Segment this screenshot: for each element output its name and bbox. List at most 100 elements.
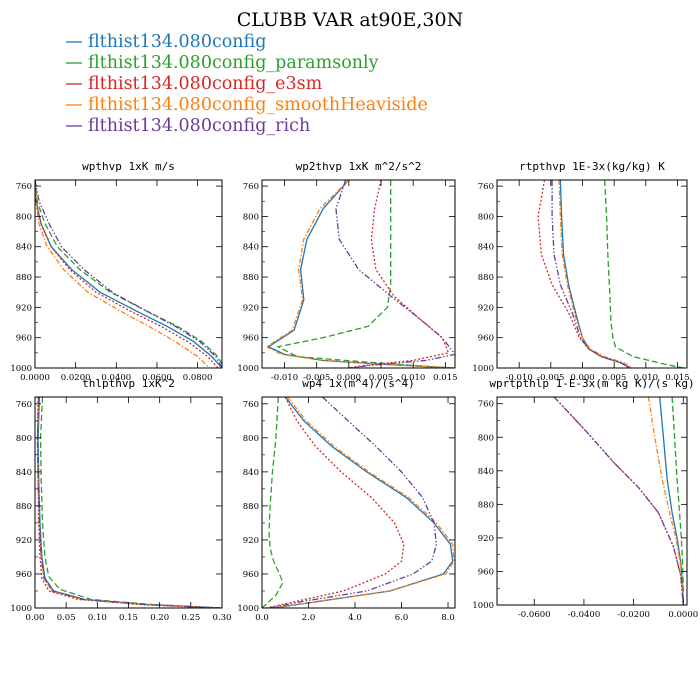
y-tick-label: 760 (243, 182, 259, 192)
y-tick-label: 960 (16, 570, 32, 580)
y-tick-label: 800 (478, 212, 494, 222)
y-tick-label: 800 (478, 433, 494, 443)
x-tick-label: 8.0 (441, 613, 455, 623)
series-line (35, 180, 222, 368)
x-tick-label: 0.0400 (101, 373, 131, 383)
panel-title: rtpthvp 1E-3x(kg/kg) K (519, 160, 665, 173)
series-line (559, 180, 631, 368)
y-tick-label: 880 (478, 273, 494, 283)
y-tick-label: 840 (478, 243, 494, 253)
plot-frame (34, 396, 223, 609)
y-tick-label: 840 (478, 467, 494, 477)
x-tick-label: -0.0200 (617, 610, 650, 620)
series-line (558, 180, 634, 368)
x-tick-label: 0.00 (26, 613, 45, 623)
series-line (671, 397, 684, 605)
x-tick-label: 0.0 (255, 613, 269, 623)
series-line (266, 397, 405, 608)
series-line (276, 180, 452, 368)
y-tick-label: 920 (243, 536, 259, 546)
y-tick-label: 880 (243, 502, 259, 512)
y-tick-label: 1000 (10, 364, 32, 374)
y-tick-label: 920 (243, 303, 259, 313)
y-tick-label: 760 (478, 400, 494, 410)
series-line (39, 397, 222, 608)
y-tick-label: 1000 (472, 364, 494, 374)
x-tick-label: 0.15 (119, 613, 138, 623)
x-tick-label: 0.015 (665, 373, 689, 383)
series-line (553, 397, 684, 605)
x-tick-label: 2.0 (302, 613, 316, 623)
x-tick-label: 0.010 (401, 373, 425, 383)
y-tick-label: 840 (16, 468, 32, 478)
panel-title: wp4 1x(m^4)/(s^4) (302, 377, 415, 390)
legend-label: flthist134.080config (88, 32, 266, 52)
x-tick-label: 0.0000 (668, 610, 698, 620)
y-tick-label: 960 (16, 334, 32, 344)
x-tick-label: -0.010 (271, 373, 298, 383)
x-tick-label: 4.0 (348, 613, 362, 623)
y-tick-label: 800 (16, 212, 32, 222)
y-tick-label: 960 (243, 334, 259, 344)
x-tick-label: 0.0800 (183, 373, 213, 383)
y-tick-label: 840 (16, 243, 32, 253)
legend-label: flthist134.080config_smoothHeaviside (88, 95, 428, 115)
y-tick-label: 760 (16, 400, 32, 410)
y-tick-label: 1000 (237, 604, 259, 614)
y-tick-label: 920 (478, 303, 494, 313)
x-tick-label: 0.000 (570, 373, 594, 383)
panel-title: wprtpthlp 1-E-3x(m kg K)/(s kg) (489, 377, 694, 390)
series-line (35, 180, 211, 368)
series-line (267, 180, 455, 368)
x-tick-label: 0.005 (602, 373, 626, 383)
x-tick-label: -0.0600 (518, 610, 551, 620)
legend-label: flthist134.080config_paramsonly (88, 53, 379, 73)
y-tick-label: 1000 (10, 604, 32, 614)
series-line (262, 397, 284, 608)
series-line (348, 180, 450, 368)
plot-frame (34, 179, 223, 369)
y-tick-label: 760 (16, 182, 32, 192)
y-tick-label: 840 (243, 243, 259, 253)
series-line (553, 397, 684, 605)
y-tick-label: 800 (16, 434, 32, 444)
plot-frame (496, 396, 688, 606)
series-line (551, 180, 631, 368)
x-tick-label: 0.000 (337, 373, 361, 383)
series-line (35, 180, 222, 366)
y-tick-label: 920 (16, 536, 32, 546)
x-tick-label: 0.20 (150, 613, 169, 623)
y-tick-label: 760 (243, 400, 259, 410)
series-line (37, 397, 222, 608)
legend-label: flthist134.080config_rich (88, 116, 310, 136)
y-tick-label: 920 (478, 534, 494, 544)
y-tick-label: 1000 (237, 364, 259, 374)
series-line (273, 397, 455, 608)
x-tick-label: 0.005 (369, 373, 393, 383)
panel-title: wp2thvp 1xK m^2/s^2 (296, 160, 422, 173)
plot-frame (261, 396, 456, 609)
chart-panel: wpthvp 1xK m/s 760 800 840 880 920 960 10000.00… (10, 160, 223, 383)
figure-title: CLUBB VAR at90E,30N (237, 9, 463, 31)
y-tick-label: 800 (243, 212, 259, 222)
x-tick-label: 0.30 (213, 613, 232, 623)
x-tick-label: -0.0400 (568, 610, 601, 620)
y-tick-label: 960 (478, 334, 494, 344)
x-tick-label: 0.05 (57, 613, 76, 623)
series-line (647, 397, 684, 605)
chart-panel: wp2thvp 1xK m^2/s^2 760 800 840 880 920 960 100… (237, 160, 457, 383)
series-line (604, 180, 684, 368)
x-tick-label: 0.0000 (20, 373, 50, 383)
x-tick-label: 0.0600 (142, 373, 172, 383)
series-line (265, 180, 455, 368)
x-tick-label: 0.10 (88, 613, 107, 623)
series-line (36, 397, 216, 608)
y-tick-label: 880 (478, 500, 494, 510)
y-tick-label: 760 (478, 182, 494, 192)
chart-panel: wp4 1x(m^4)/(s^4) 760 800 840 880 920 960 10000… (237, 377, 456, 623)
x-tick-label: 0.010 (634, 373, 658, 383)
plot-frame (496, 179, 688, 369)
y-tick-label: 960 (243, 570, 259, 580)
legend-label: flthist134.080config_e3sm (88, 74, 323, 94)
